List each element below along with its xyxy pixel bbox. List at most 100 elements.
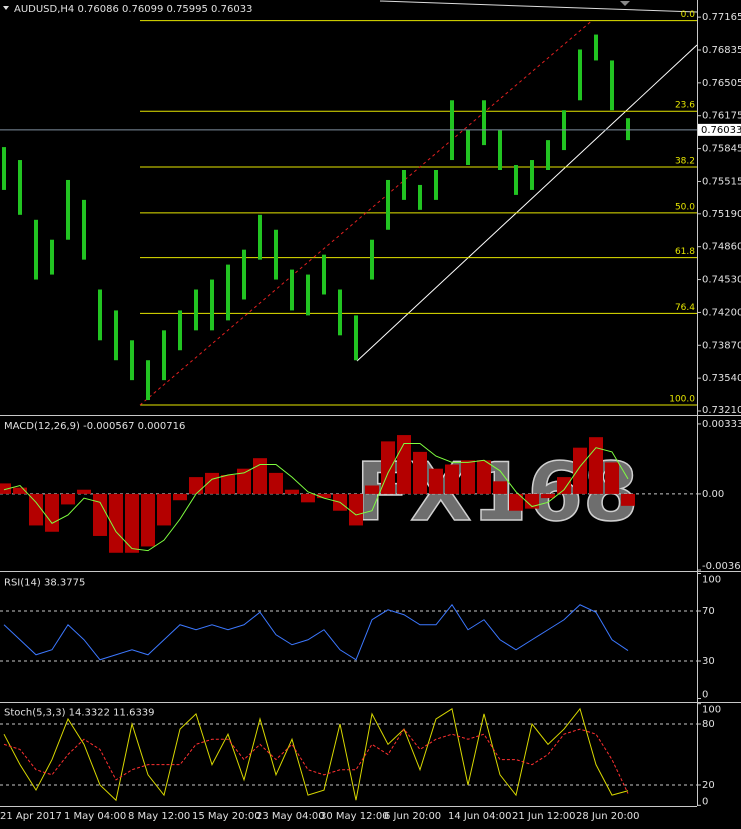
y-tick-label: 0.74860 — [702, 242, 741, 253]
macd-bar — [109, 493, 123, 553]
last-price-label: 0.76033 — [701, 125, 741, 136]
macd-bar — [45, 493, 59, 532]
macd-bar — [461, 460, 475, 494]
y-tick-label: 0.76835 — [702, 45, 741, 56]
macd-bar — [621, 493, 635, 506]
y-tick-label: 0.77165 — [702, 12, 741, 23]
price-bar — [418, 184, 422, 210]
shift-marker — [620, 1, 630, 6]
price-bar — [210, 279, 214, 331]
price-bar — [34, 219, 38, 280]
macd-bar — [0, 483, 11, 494]
macd-bar — [173, 493, 187, 501]
macd-bar — [237, 468, 251, 494]
y-tick-label: 100 — [702, 575, 721, 586]
signal-line — [3, 442, 629, 552]
macd-bar — [77, 489, 91, 494]
price-bar — [386, 179, 390, 230]
fib-label: 61.8 — [675, 247, 695, 257]
fib-label: 76.4 — [675, 303, 695, 313]
macd-bar — [93, 493, 107, 536]
macd-bar — [381, 441, 395, 494]
fib-label: 50.0 — [675, 202, 695, 212]
y-tick-label: 80 — [702, 719, 715, 730]
symbol-header: AUDUSD,H4 0.76086 0.76099 0.75995 0.7603… — [14, 4, 252, 15]
fib-label: 100.0 — [669, 395, 695, 405]
x-tick-label: 6 Jun 20:00 — [384, 811, 441, 822]
x-tick-label: 8 May 12:00 — [128, 811, 190, 822]
y-tick-label: 30 — [702, 656, 715, 667]
drawn-line — [379, 0, 698, 13]
macd-bar — [445, 464, 459, 494]
frame — [0, 0, 741, 807]
stoch-main — [3, 707, 629, 802]
y-tick-label: 70 — [702, 606, 715, 617]
rsi-line — [3, 603, 629, 661]
price-bar — [578, 49, 582, 101]
y-tick-label: 0.74200 — [702, 307, 741, 318]
macd-bar — [573, 447, 587, 494]
x-tick-label: 14 Jun 04:00 — [448, 811, 512, 822]
x-tick-label: 30 May 12:00 — [320, 811, 389, 822]
x-tick-label: 23 May 04:00 — [256, 811, 325, 822]
y-tick-label: 0.75845 — [702, 144, 741, 155]
price-bar — [434, 170, 438, 200]
x-tick-label: 21 Jun 12:00 — [512, 811, 576, 822]
price-bar — [258, 214, 262, 260]
price-bar — [98, 289, 102, 341]
price-bar — [114, 310, 118, 361]
macd-bar — [157, 493, 171, 526]
last-price-box — [698, 123, 741, 136]
price-bar — [66, 179, 70, 240]
y-tick-label: 0.76175 — [702, 111, 741, 122]
macd-bar — [525, 493, 539, 509]
y-tick-label: 0.73210 — [702, 405, 741, 416]
fib-label: 0.0 — [681, 10, 696, 20]
y-tick-label: 0.74530 — [702, 275, 741, 286]
price-bar — [482, 100, 486, 146]
price-bar — [306, 274, 310, 316]
y-tick-label: 0.75190 — [702, 209, 741, 220]
y-tick-label: 0.73870 — [702, 340, 741, 351]
x-tick-label: 1 May 04:00 — [64, 811, 126, 822]
fib-label: 38.2 — [675, 157, 695, 167]
macd-bar — [605, 462, 619, 494]
x-tick-label: 21 Apr 2017 — [0, 811, 62, 822]
indicator-title: MACD(12,26,9) -0.000567 0.000716 — [4, 421, 185, 432]
y-tick-label: 0.73540 — [702, 373, 741, 384]
indicator-title: Stoch(5,3,3) 14.3322 11.6339 — [4, 708, 155, 719]
price-bar — [82, 199, 86, 260]
x-tick-label: 28 Jun 20:00 — [576, 811, 640, 822]
menu-arrow[interactable] — [3, 6, 9, 10]
price-bar — [130, 340, 134, 381]
macd-bar — [509, 493, 523, 511]
price-bar — [274, 229, 278, 280]
fib-trend — [139, 20, 593, 406]
macd-bar — [349, 493, 363, 526]
y-tick-label: 0 — [702, 690, 708, 701]
price-bar — [290, 269, 294, 311]
price-bar — [530, 160, 534, 190]
price-bar — [498, 130, 502, 171]
y-tick-label: 0.75515 — [702, 176, 741, 187]
macd-bar — [285, 489, 299, 494]
x-tick-label: 15 May 20:00 — [192, 811, 261, 822]
price-bar — [610, 60, 614, 111]
stoch-signal — [3, 728, 629, 794]
macd-bar — [541, 493, 555, 499]
macd-bar — [29, 493, 43, 526]
price-bar — [18, 160, 22, 215]
macd-bar — [413, 451, 427, 494]
price-bar — [546, 140, 550, 171]
macd-bar — [589, 437, 603, 494]
macd-bar — [429, 468, 443, 494]
y-tick-label: 0.00 — [702, 489, 724, 500]
macd-bar — [189, 477, 203, 494]
price-bar — [338, 289, 342, 336]
price-bar — [594, 34, 598, 61]
macd-bar — [269, 472, 283, 494]
macd-bar — [317, 493, 331, 499]
macd-bar — [61, 493, 75, 505]
